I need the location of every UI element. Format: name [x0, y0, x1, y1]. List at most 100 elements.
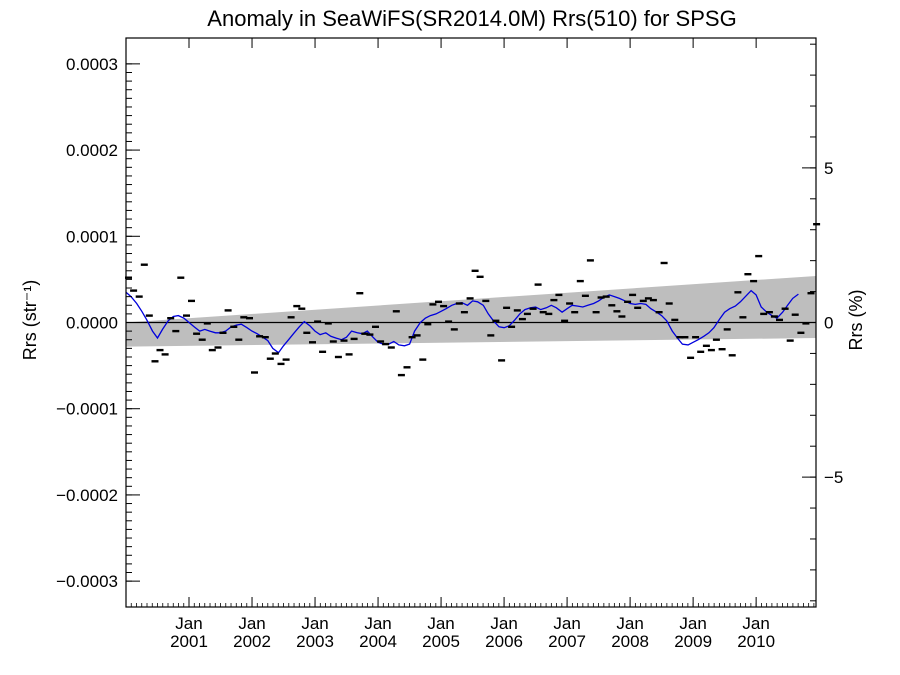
data-point	[261, 336, 269, 339]
data-point	[697, 350, 705, 353]
data-point	[151, 360, 159, 363]
data-point	[482, 299, 490, 303]
data-point	[319, 350, 327, 353]
data-point	[303, 331, 311, 334]
data-point	[539, 311, 547, 314]
left-y-axis-label: Rrs (str⁻¹)	[20, 280, 40, 360]
data-point	[145, 314, 153, 317]
x-tick-year-label: 2007	[548, 632, 586, 651]
data-point	[224, 309, 232, 312]
data-point	[624, 300, 632, 303]
data-point	[492, 319, 500, 322]
data-point	[566, 302, 574, 305]
data-point	[350, 337, 358, 341]
data-point	[692, 336, 700, 339]
right-y-axis-label: Rrs (%)	[846, 290, 866, 351]
x-tick-month-label: Jan	[427, 614, 454, 633]
data-point	[498, 359, 506, 362]
data-point	[644, 297, 652, 300]
data-point	[256, 335, 264, 338]
data-point	[450, 328, 458, 331]
data-point	[424, 323, 432, 326]
data-point	[602, 295, 610, 298]
data-point	[177, 276, 185, 279]
data-point	[429, 303, 437, 306]
data-point	[282, 358, 290, 361]
data-point	[797, 331, 805, 334]
data-point	[734, 291, 742, 294]
data-point	[167, 317, 175, 320]
data-point	[597, 296, 605, 299]
x-tick-month-label: Jan	[301, 614, 328, 633]
x-tick-year-label: 2010	[737, 632, 775, 651]
data-point	[665, 302, 673, 305]
data-point	[309, 341, 316, 344]
left-y-tick-label: 0.0002	[66, 141, 118, 160]
data-point	[172, 329, 180, 333]
data-point	[592, 311, 600, 314]
data-point	[765, 311, 773, 314]
data-point	[802, 322, 810, 325]
data-point	[487, 334, 495, 337]
left-y-tick-label: −0.0003	[56, 572, 118, 591]
data-point	[235, 338, 243, 341]
data-point	[671, 318, 679, 322]
data-point	[718, 348, 726, 351]
data-point	[503, 306, 511, 309]
data-point	[634, 306, 642, 309]
data-point	[403, 366, 411, 369]
right-y-tick-label: 0	[824, 314, 833, 333]
data-point	[219, 331, 227, 334]
uncertainty-band-layer	[126, 275, 816, 347]
data-point	[781, 307, 789, 310]
data-point	[581, 294, 589, 297]
data-point	[314, 320, 322, 323]
data-point	[240, 316, 248, 319]
x-tick-year-label: 2001	[170, 632, 208, 651]
data-point	[387, 346, 395, 349]
data-point	[397, 373, 405, 377]
data-point	[130, 289, 138, 292]
data-point	[523, 312, 531, 316]
right-y-tick-label: 5	[824, 159, 833, 178]
data-point	[298, 307, 306, 310]
x-tick-month-label: Jan	[490, 614, 517, 633]
data-point	[251, 371, 258, 374]
data-point	[770, 315, 778, 318]
x-tick-year-label: 2002	[233, 632, 271, 651]
data-point	[408, 336, 416, 339]
data-point	[791, 313, 799, 316]
data-point	[723, 328, 731, 331]
x-tick-year-label: 2006	[485, 632, 523, 651]
data-point	[728, 354, 736, 357]
data-point	[676, 336, 684, 339]
data-point	[550, 298, 558, 302]
x-tick-year-label: 2004	[359, 632, 397, 651]
data-point	[534, 283, 542, 286]
data-point	[345, 353, 353, 356]
data-point	[476, 275, 484, 278]
data-point	[744, 273, 752, 276]
left-y-tick-label: 0.0001	[66, 227, 118, 246]
data-point	[161, 353, 169, 356]
data-point	[140, 263, 148, 266]
right-y-axis: 5 0 −5	[802, 43, 843, 602]
data-point	[455, 302, 463, 305]
data-point	[655, 311, 663, 314]
x-tick-year-label: 2009	[674, 632, 712, 651]
data-point	[266, 357, 274, 360]
data-point	[193, 332, 201, 335]
data-points-layer	[125, 223, 821, 377]
x-tick-month-label: Jan	[679, 614, 706, 633]
data-point	[413, 334, 421, 337]
data-point	[377, 340, 385, 343]
data-point	[208, 348, 216, 352]
data-point	[293, 304, 301, 308]
data-point	[760, 312, 768, 316]
data-point	[287, 316, 295, 319]
x-axis: Jan2001Jan2002Jan2003Jan2004Jan2005Jan20…	[125, 38, 815, 651]
data-point	[203, 322, 211, 325]
data-point	[660, 261, 668, 265]
data-point	[755, 254, 763, 258]
